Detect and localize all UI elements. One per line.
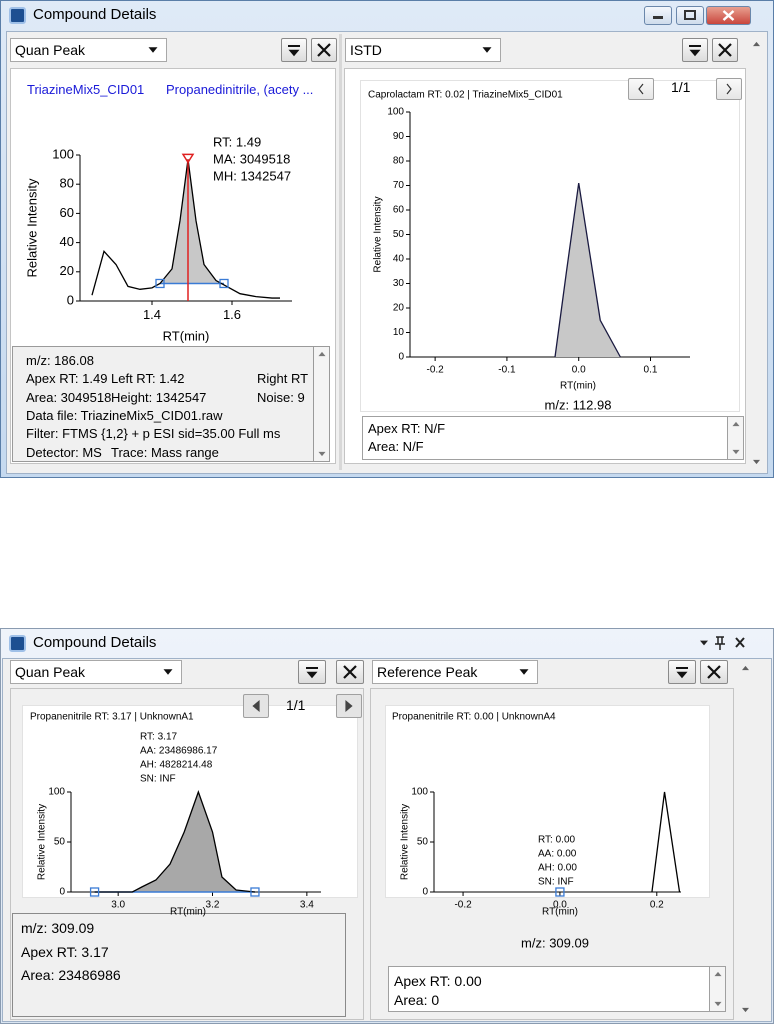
- info-text: Height: 1342547: [111, 389, 207, 405]
- selector-dropdown[interactable]: Reference Peak: [372, 660, 538, 684]
- caption-button[interactable]: [644, 6, 672, 25]
- filter-button[interactable]: [281, 38, 307, 62]
- info-text: Apex RT: 0.00: [394, 973, 482, 989]
- selector-dropdown[interactable]: Quan Peak: [10, 38, 167, 62]
- selector-dropdown[interactable]: Quan Peak: [10, 660, 182, 684]
- info-scrollbar[interactable]: [728, 416, 744, 460]
- info-text: Area: 0: [394, 992, 440, 1008]
- info-text: Area: N/F: [368, 439, 424, 454]
- chart-box: [22, 705, 358, 898]
- info-box: Apex RT: 0.00 Area: 0: [388, 966, 710, 1012]
- info-text: Apex RT: N/F: [368, 421, 446, 436]
- info-scrollbar[interactable]: [710, 966, 726, 1012]
- window-title: Compound Details: [33, 6, 157, 23]
- info-text: Data file: TriazineMix5_CID01.raw: [26, 407, 223, 423]
- close-button[interactable]: [311, 38, 337, 62]
- pane-separator: [339, 34, 342, 470]
- filter-button[interactable]: [298, 660, 326, 684]
- filter-button[interactable]: [682, 38, 708, 62]
- app-icon: [9, 7, 26, 24]
- scrollbar[interactable]: [748, 36, 765, 470]
- chart-box: [385, 705, 710, 898]
- next-button[interactable]: [336, 694, 362, 718]
- close-button[interactable]: [712, 38, 738, 62]
- pane-header: TriazineMix5_CID01: [27, 82, 145, 97]
- filter-button[interactable]: [668, 660, 696, 684]
- caption-button[interactable]: [676, 6, 704, 25]
- info-text: Left RT: 1.42: [111, 371, 185, 387]
- selector-text: Quan Peak: [15, 42, 86, 58]
- info-text: Noise: 9: [257, 389, 305, 405]
- info-text: Area: 3049518: [26, 389, 112, 405]
- page-indicator: 1/1: [286, 697, 306, 713]
- window-title: Compound Details: [33, 634, 157, 651]
- info-text: Right RT: [257, 371, 309, 387]
- pane-header: Propanedinitrile, (acety ...: [166, 82, 314, 97]
- info-text: Detector: MS: [26, 444, 102, 460]
- info-text: Filter: FTMS {1,2} + p ESI sid=35.00 Ful…: [26, 426, 281, 442]
- caption-button[interactable]: [706, 6, 751, 25]
- info-text: m/z: 186.08: [26, 353, 94, 368]
- selector-text: Quan Peak: [15, 664, 86, 680]
- previous-button[interactable]: [628, 78, 654, 100]
- next-button[interactable]: [716, 78, 742, 100]
- info-box: m/z: 186.08 Apex RT: 1.49 Left RT: 1.42 Rig…: [12, 346, 314, 462]
- previous-button[interactable]: [243, 694, 269, 718]
- close-button[interactable]: [336, 660, 364, 684]
- info-text: m/z: 309.09: [21, 920, 95, 936]
- page-indicator: 1/1: [671, 79, 691, 95]
- info-text: Apex RT: 1.49: [26, 371, 108, 387]
- selector-text: Reference Peak: [377, 664, 478, 680]
- selector-text: ISTD: [350, 42, 382, 58]
- selector-dropdown[interactable]: ISTD: [345, 38, 501, 62]
- info-text: Area: 23486986: [21, 967, 121, 983]
- info-scrollbar[interactable]: [314, 346, 330, 462]
- info-box: m/z: 309.09 Apex RT: 3.17 Area: 23486986: [12, 913, 346, 1017]
- info-text: Apex RT: 3.17: [21, 943, 109, 960]
- chart-box: [360, 80, 740, 412]
- close-button[interactable]: [700, 660, 728, 684]
- info-text: Trace: Mass range: [111, 444, 219, 460]
- info-box: Apex RT: N/F Area: N/F: [362, 416, 728, 460]
- scrollbar[interactable]: [737, 660, 754, 1018]
- app-icon: [9, 635, 26, 652]
